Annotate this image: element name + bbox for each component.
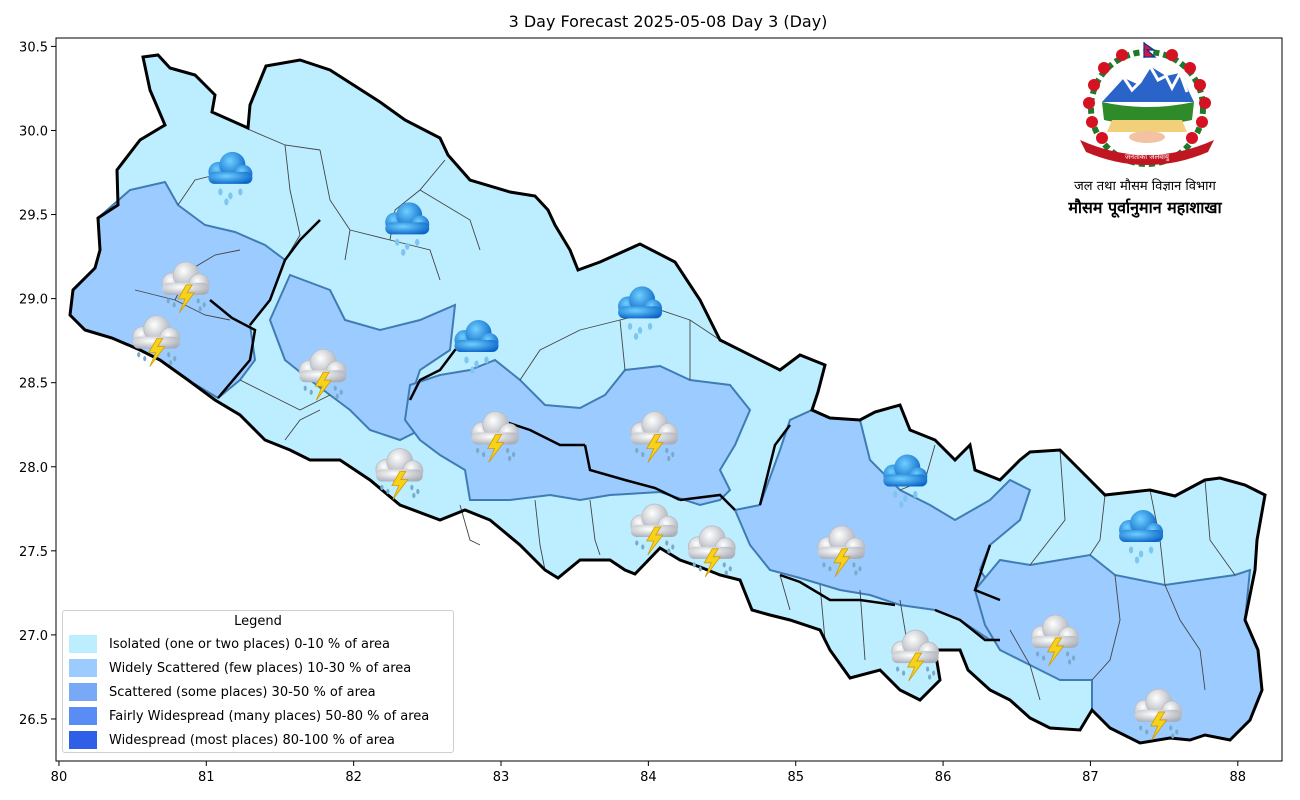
y-axis: 30.5 30.0 29.5 29.0 28.5 28.0 27.5 27.0 26.5 [19,40,56,728]
emblem-flag [1143,42,1157,58]
x-axis: 80 81 82 83 84 85 86 87 88 [51,761,1246,785]
emblem-ribbon [1080,140,1214,165]
emblem-hills [1102,102,1194,125]
emblem-mountain [1102,66,1194,102]
thunderstorm-icon [298,348,347,401]
y-tick-label: 28.0 [19,461,48,476]
rain-cloud-icon [208,151,253,206]
province-boundaries [209,219,1001,642]
rain-cloud-icon [1119,510,1164,564]
x-tick-label: 85 [787,770,804,785]
legend-label: Scattered (some places) 30-50 % of area [109,684,376,700]
legend-title: Legend [234,614,282,629]
legend-label: Widely Scattered (few places) 10-30 % of… [109,660,412,676]
x-tick-label: 86 [935,770,952,785]
y-tick-label: 29.5 [19,209,48,224]
legend-swatch [69,707,97,725]
nepal-emblem-logo: जनताको जलवायु [1080,42,1214,167]
thunderstorm-icon [817,525,866,578]
thunderstorm-icon [471,411,520,463]
rain-cloud-icon [385,202,430,256]
x-tick-label: 83 [493,770,510,785]
y-tick-label: 28.5 [19,377,48,392]
y-tick-label: 26.5 [19,713,48,728]
chart-title: 3 Day Forecast 2025-05-08 Day 3 (Day) [508,12,828,31]
national-border [68,53,1267,745]
thunderstorm-icon [1031,614,1079,667]
nepal-map [68,53,1267,745]
legend-swatch [69,635,97,653]
thunderstorm-icon [630,503,679,556]
x-tick-label: 80 [51,770,68,785]
rain-cloud-icon [883,454,928,509]
legend-label: Fairly Widespread (many places) 50-80 % … [109,708,430,724]
y-tick-label: 30.5 [19,40,48,55]
thunderstorm-icon [161,261,210,314]
weather-icons [132,151,1183,741]
legend-swatch [69,659,97,677]
thunderstorm-icon [375,448,424,500]
rain-cloud-icon [618,286,663,340]
legend-item-scattered: Scattered (some places) 30-50 % of area [63,680,453,704]
rain-cloud-icon [454,320,499,374]
legend-swatch [69,731,97,749]
legend-label: Isolated (one or two places) 0-10 % of a… [109,636,390,652]
legend-item-isolated: Isolated (one or two places) 0-10 % of a… [63,632,453,656]
x-tick-label: 88 [1230,770,1247,785]
thunderstorm-icon [132,315,181,367]
y-tick-label: 27.0 [19,629,48,644]
department-name: जल तथा मौसम विज्ञान विभाग [1074,179,1216,194]
region-widely-scattered-central [403,358,752,507]
thunderstorm-icon [630,411,679,463]
y-tick-label: 29.0 [19,293,48,308]
legend-label: Widespread (most places) 80-100 % of are… [109,732,395,748]
y-tick-label: 27.5 [19,545,48,560]
legend-swatch [69,683,97,701]
x-tick-label: 82 [345,770,362,785]
emblem-map-shape [1107,120,1187,132]
legend-item-widely-scattered: Widely Scattered (few places) 10-30 % of… [63,656,453,680]
x-tick-label: 81 [198,770,215,785]
legend-item-widespread: Widespread (most places) 80-100 % of are… [63,728,453,752]
legend: Legend Isolated (one or two places) 0-10… [62,610,454,753]
thunderstorm-icon [891,629,940,682]
thunderstorm-icon [687,525,736,578]
x-tick-label: 87 [1082,770,1099,785]
emblem-ribbon-text: जनताको जलवायु [1125,152,1170,161]
thunderstorm-icon [1134,688,1183,741]
section-name: मौसम पूर्वानुमान महाशाखा [1068,198,1222,217]
y-tick-label: 30.0 [19,124,48,139]
x-tick-label: 84 [640,770,657,785]
emblem-handshake [1129,131,1165,143]
legend-item-fairly-widespread: Fairly Widespread (many places) 50-80 % … [63,704,453,728]
